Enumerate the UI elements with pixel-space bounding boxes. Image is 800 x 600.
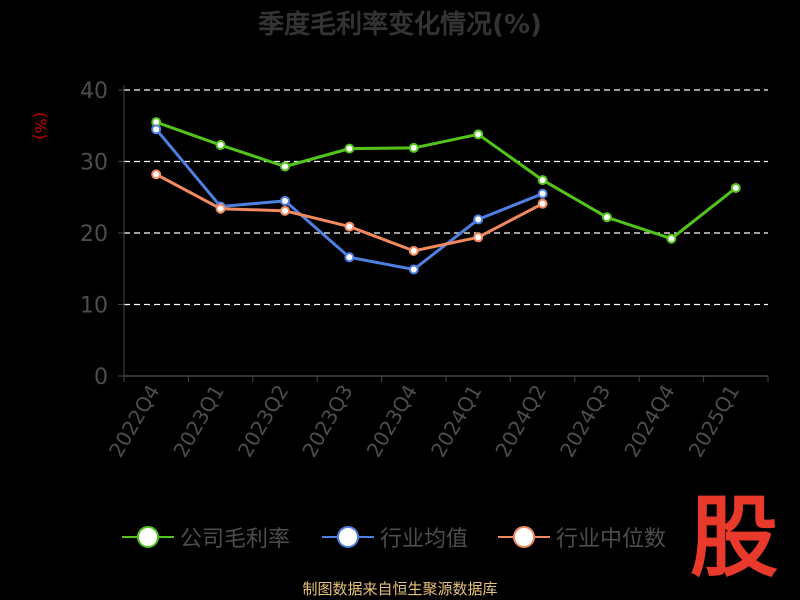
legend-item-company[interactable]: 公司毛利率 [122, 520, 290, 554]
data-point-0[interactable] [408, 142, 419, 153]
x-tick-label: 2023Q3 [297, 381, 357, 462]
legend-marker-industry-median [498, 526, 550, 548]
y-tick-label: 20 [80, 222, 108, 247]
data-source-note: 制图数据来自恒生聚源数据库 [302, 580, 498, 598]
data-point-1[interactable] [280, 195, 290, 206]
x-tick-label: 2024Q3 [555, 381, 615, 462]
series-line-2 [155, 173, 544, 253]
data-point-0[interactable] [215, 140, 226, 151]
data-point-2[interactable] [344, 221, 355, 232]
x-tick-label: 2024Q1 [426, 381, 486, 462]
brand-logo: 股 [690, 486, 779, 589]
data-point-1[interactable] [344, 252, 355, 263]
data-point-2[interactable] [473, 232, 484, 243]
legend-label-company: 公司毛利率 [180, 527, 291, 552]
legend-label-industry-mean: 行业均值 [380, 527, 469, 552]
data-point-0[interactable] [537, 175, 548, 186]
data-point-0[interactable] [666, 233, 677, 244]
data-point-2[interactable] [215, 203, 226, 214]
series-line-0 [155, 120, 737, 241]
y-tick-label: 30 [80, 151, 108, 176]
legend-marker-company [122, 526, 174, 548]
x-tick-label: 2023Q4 [362, 381, 422, 462]
x-tick-label: 2025Q1 [684, 381, 744, 462]
data-point-0[interactable] [280, 161, 290, 172]
data-point-0[interactable] [602, 212, 612, 223]
x-tick-label: 2024Q2 [490, 381, 550, 462]
data-point-0[interactable] [730, 182, 741, 193]
y-tick-label: 40 [80, 79, 108, 104]
x-tick-label: 2022Q4 [104, 381, 164, 462]
chart-title: 季度毛利率变化情况(%) [258, 10, 542, 40]
data-point-2[interactable] [537, 198, 548, 209]
data-point-2[interactable] [408, 245, 419, 256]
x-tick-label: 2023Q2 [233, 381, 293, 462]
y-tick-label: 10 [80, 294, 108, 319]
legend: 公司毛利率 行业均值 行业中位数 [0, 520, 800, 554]
data-point-1[interactable] [537, 188, 548, 199]
legend-marker-industry-mean [322, 526, 374, 548]
data-point-1[interactable] [473, 214, 484, 225]
x-tick-label: 2024Q4 [619, 381, 679, 462]
data-point-0[interactable] [344, 143, 355, 154]
data-point-2[interactable] [280, 205, 290, 216]
x-tick-label: 2023Q1 [168, 381, 228, 462]
data-point-2[interactable] [151, 169, 162, 180]
series-lines [151, 117, 741, 275]
data-point-1[interactable] [408, 264, 419, 275]
grid-lines [124, 89, 768, 306]
y-tick-label: 0 [94, 365, 108, 390]
legend-item-industry-mean[interactable]: 行业均值 [322, 520, 468, 554]
legend-item-industry-median[interactable]: 行业中位数 [498, 520, 666, 554]
data-point-1[interactable] [151, 124, 162, 135]
data-point-0[interactable] [473, 129, 484, 140]
legend-label-industry-median: 行业中位数 [556, 527, 667, 552]
